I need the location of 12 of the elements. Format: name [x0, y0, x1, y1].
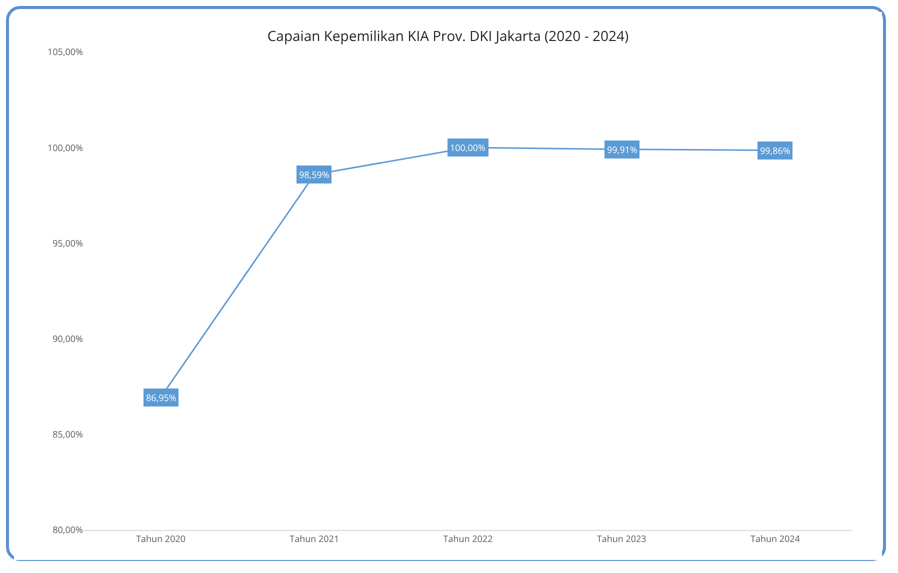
y-tick-label: 80,00% — [52, 523, 83, 536]
x-tick-label: Tahun 2023 — [596, 532, 646, 545]
y-tick-label: 95,00% — [52, 236, 83, 250]
x-tick-label: Tahun 2022 — [443, 532, 493, 545]
y-tick-label: 85,00% — [52, 428, 83, 441]
chart-title: Capaian Kepemilikan KIA Prov. DKI Jakarta (2020 - 2024) — [267, 26, 629, 46]
x-tick-label: Tahun 2020 — [136, 532, 186, 545]
y-tick-label: 105,00% — [48, 45, 83, 58]
x-tick-label: Tahun 2024 — [750, 532, 800, 545]
x-tick-label: Tahun 2021 — [290, 532, 340, 545]
y-tick-label: 90,00% — [52, 332, 83, 345]
y-tick-label: 100,00% — [48, 140, 83, 154]
